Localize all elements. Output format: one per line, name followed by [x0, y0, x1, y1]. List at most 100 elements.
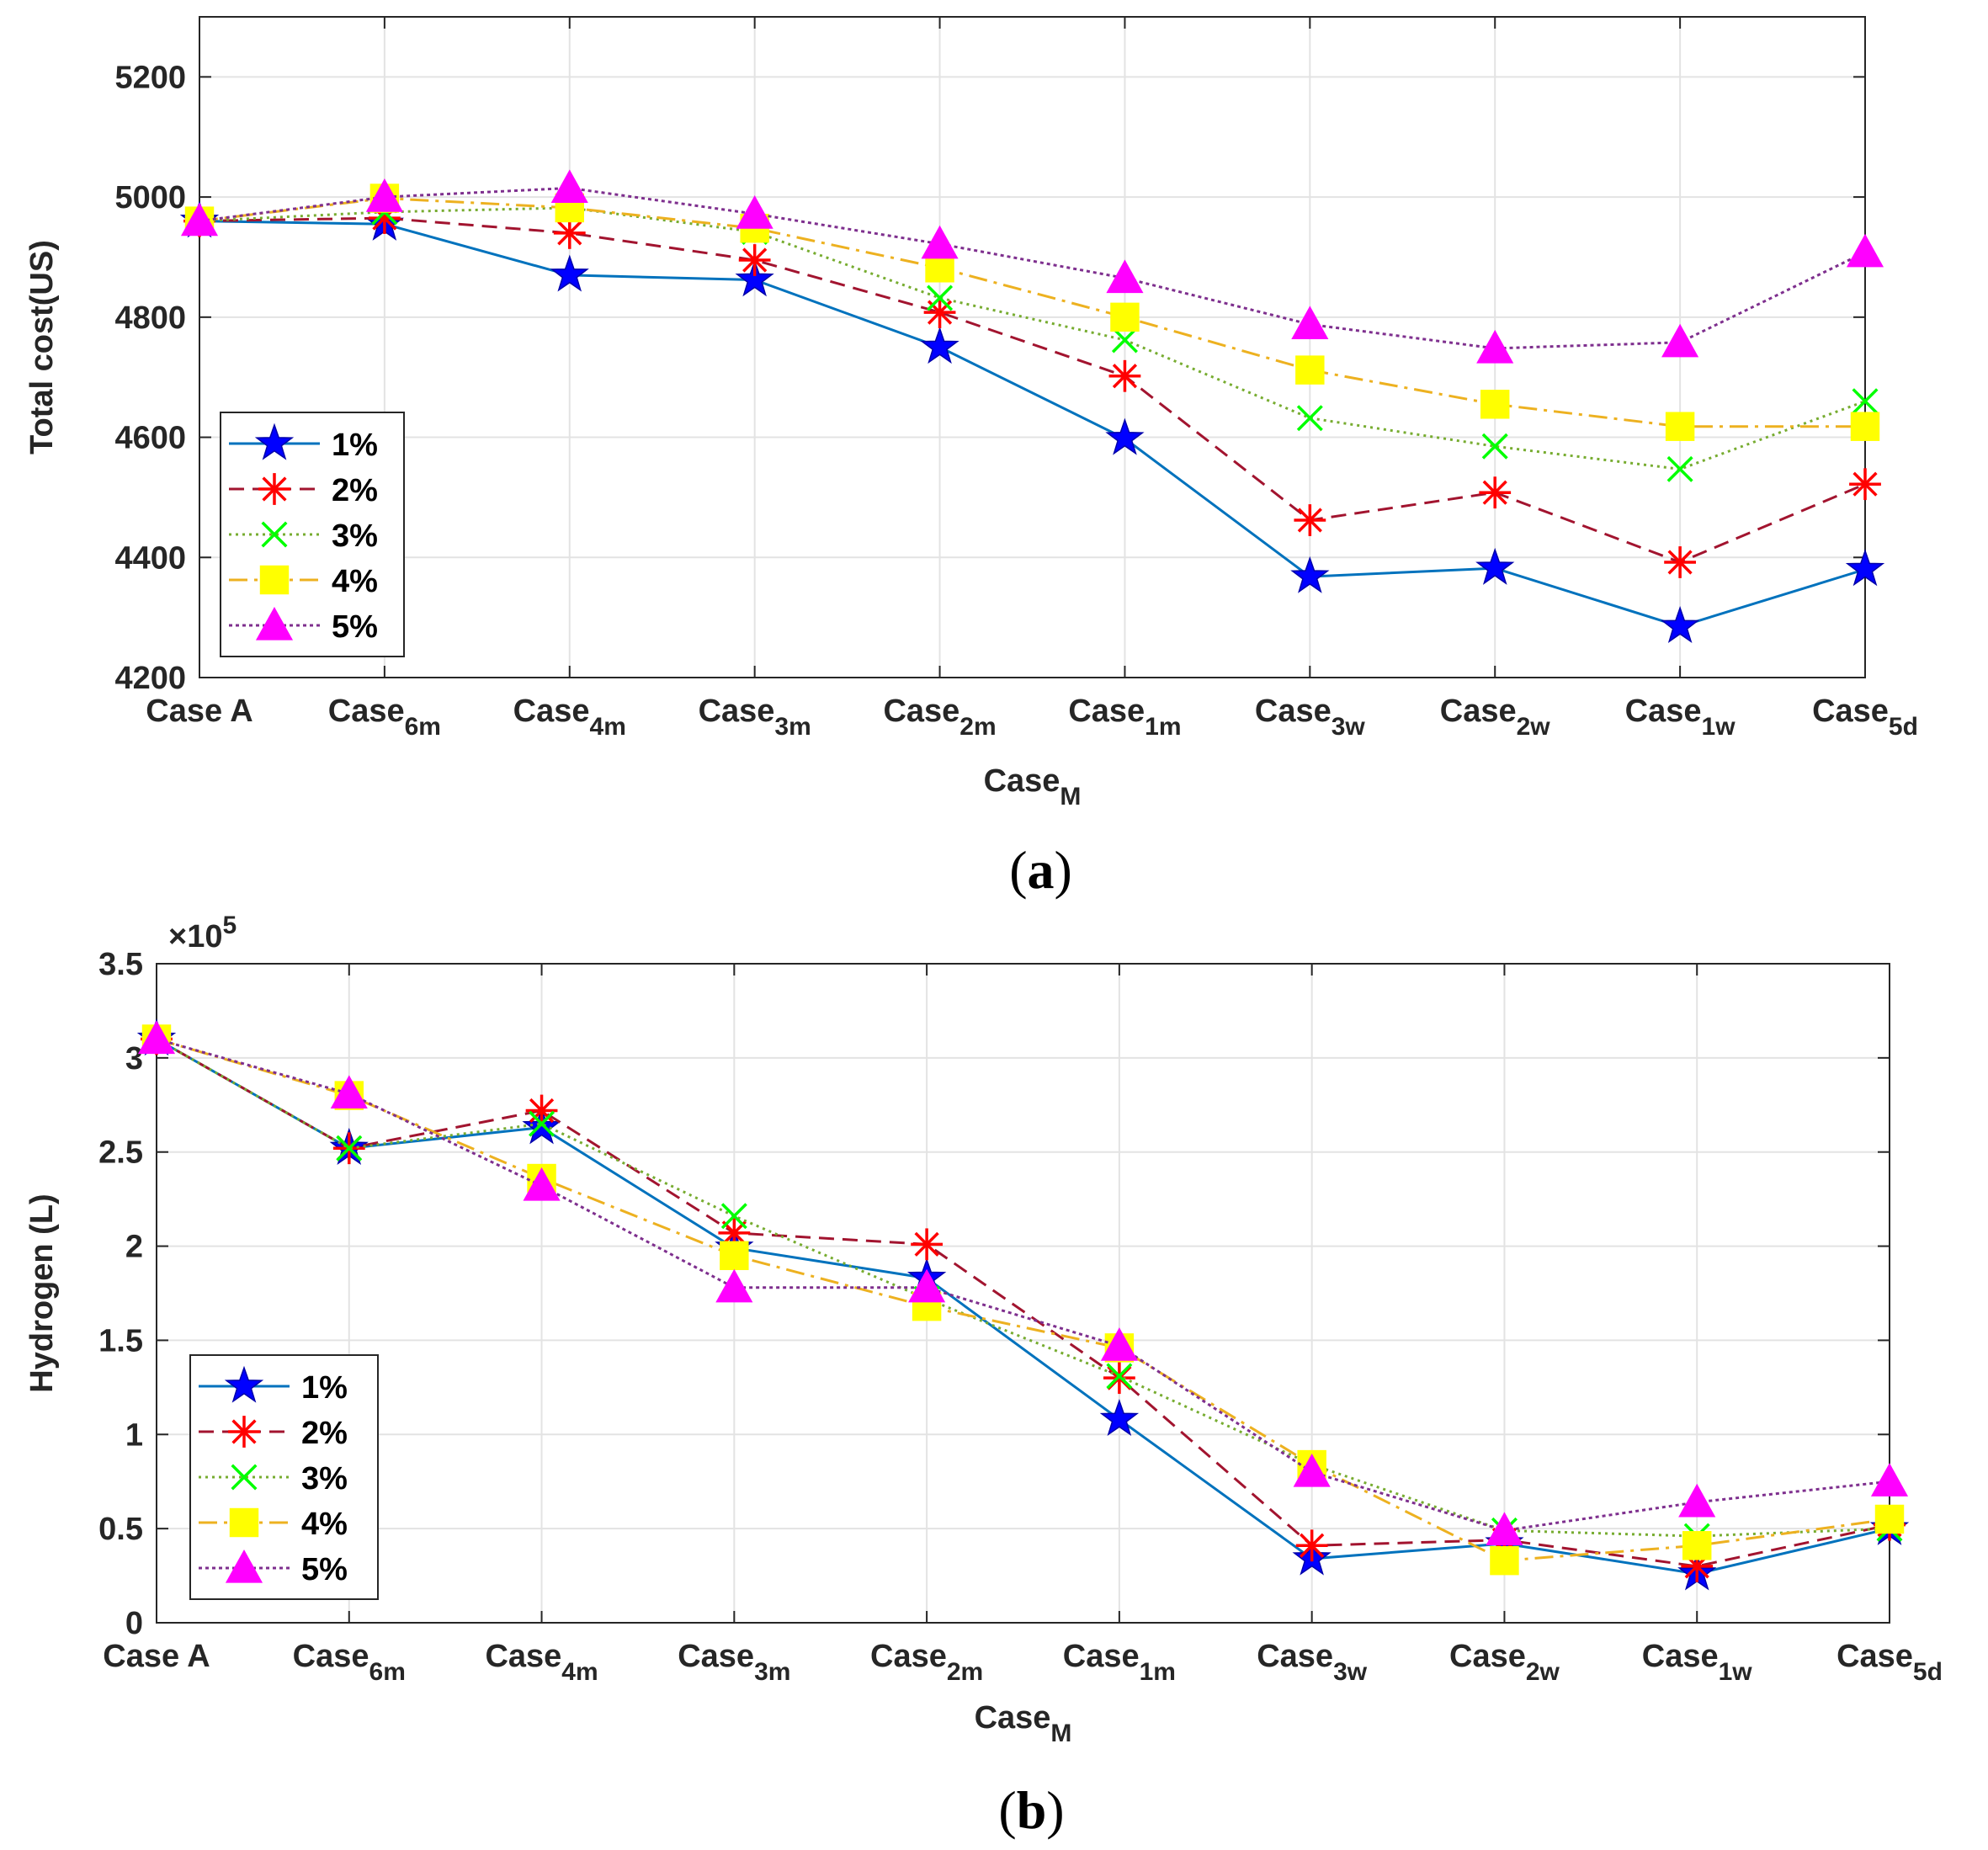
- series-line: [156, 1038, 1890, 1538]
- data-point: [1678, 1483, 1716, 1518]
- data-point: [735, 259, 774, 297]
- plot-frame: [199, 16, 1866, 678]
- legend-marker: [259, 565, 290, 595]
- x-tick-label: Case3w: [1255, 694, 1366, 741]
- legend-marker: [255, 606, 294, 641]
- x-tick-label: Case4m: [513, 694, 626, 741]
- y-tick-label: 4200: [114, 661, 186, 696]
- legend-label: 3%: [301, 1461, 348, 1496]
- data-point: [550, 169, 588, 204]
- data-point: [180, 202, 219, 237]
- x-tick-label: Case5d: [1812, 694, 1918, 741]
- data-point: [1105, 417, 1145, 455]
- data-point: [1293, 1453, 1331, 1487]
- chart-a: 4200 4400 4600 4800 5000 5200 Case A Case6m Case…: [24, 16, 1918, 900]
- legend-label: 4%: [301, 1507, 348, 1542]
- data-point: [920, 327, 959, 364]
- legend-label: 1%: [301, 1370, 348, 1406]
- plot-area: [157, 964, 1890, 1623]
- data-point: [1291, 306, 1329, 340]
- data-point: [738, 244, 771, 276]
- y-tick-label: 1.5: [98, 1323, 143, 1358]
- series-5pct: [180, 169, 1884, 364]
- data-point: [1664, 546, 1697, 578]
- y-tick-label: 4600: [114, 421, 186, 456]
- y-tick-label: 2.5: [98, 1135, 143, 1171]
- legend-marker: [231, 1464, 258, 1491]
- data-point: [1110, 302, 1140, 332]
- y-tick-label: 0.5: [98, 1512, 143, 1547]
- chart-b: 0 0.5 1 1.5 2 2.5 3 3.5 Case A Case6m Case4m Case3m…: [24, 912, 1943, 1840]
- data-point: [715, 1268, 753, 1303]
- series-line: [199, 186, 1866, 350]
- legend-marker: [261, 521, 288, 548]
- data-point: [908, 1268, 946, 1303]
- x-tick-label: Case2w: [1449, 1639, 1560, 1686]
- data-point: [550, 254, 589, 292]
- y-axis-label: Total cost(US): [24, 240, 60, 455]
- data-point: [529, 1110, 555, 1137]
- x-tick-label: Case A: [103, 1639, 210, 1674]
- x-tick-label: Case6m: [328, 694, 441, 741]
- data-point: [1870, 1463, 1909, 1496]
- data-point: [1099, 1399, 1140, 1437]
- data-point: [1849, 468, 1881, 501]
- legend-marker: [224, 1365, 264, 1403]
- legend: 1% 2% 3% 4% 5%: [189, 1354, 379, 1600]
- plot-area: [199, 17, 1865, 678]
- data-point: [736, 195, 773, 229]
- legend-label: 5%: [301, 1552, 348, 1587]
- data-point: [1682, 1531, 1712, 1560]
- data-point: [1490, 1545, 1519, 1576]
- data-point: [1296, 405, 1323, 432]
- legend: 1% 2% 3% 4% 5%: [220, 412, 405, 657]
- series-line: [156, 1038, 1890, 1576]
- data-point: [1850, 412, 1880, 441]
- x-tick-label: Case1w: [1642, 1639, 1753, 1686]
- y-tick-label: 2: [125, 1230, 143, 1265]
- data-point: [1295, 355, 1325, 385]
- data-point: [923, 296, 956, 329]
- x-tick-label: Case1m: [1063, 1639, 1176, 1686]
- x-tick-label: Case3m: [678, 1639, 790, 1686]
- data-point: [1481, 433, 1508, 460]
- x-tick-label: Case2w: [1440, 694, 1551, 741]
- legend-marker: [229, 1507, 259, 1538]
- legend-marker: [254, 423, 295, 460]
- legend-label: 5%: [332, 609, 378, 645]
- x-tick-label: Case1w: [1625, 694, 1736, 741]
- legend-marker: [228, 1416, 260, 1448]
- series-line: [156, 1038, 1890, 1532]
- legend-label: 4%: [332, 564, 378, 599]
- data-point: [336, 1135, 363, 1162]
- x-tick-label: Case3w: [1257, 1639, 1368, 1686]
- data-point: [1476, 329, 1514, 364]
- data-point: [1874, 1504, 1905, 1534]
- y-exponent-label: ×105: [168, 912, 237, 954]
- data-point: [1665, 412, 1695, 441]
- legend-label: 2%: [301, 1416, 348, 1451]
- data-point: [911, 1228, 944, 1261]
- data-point: [720, 1241, 749, 1270]
- data-point: [1108, 359, 1141, 392]
- data-point: [553, 217, 586, 249]
- data-point: [1111, 327, 1138, 354]
- plot-frame: [156, 963, 1890, 1624]
- y-tick-label: 1: [125, 1417, 143, 1453]
- series-line: [199, 206, 1866, 470]
- y-tick-label: 5200: [114, 60, 186, 95]
- x-axis-label: CaseM: [984, 763, 1082, 811]
- legend-marker: [225, 1549, 263, 1583]
- data-point: [921, 225, 959, 259]
- series-line: [199, 216, 1866, 564]
- series-line: [199, 220, 1866, 628]
- legend-label: 3%: [332, 518, 378, 554]
- data-point: [1666, 455, 1693, 482]
- y-tick-label: 3.5: [98, 947, 143, 982]
- panel-label: (b): [998, 1780, 1064, 1840]
- data-point: [1475, 547, 1515, 585]
- series-line: [156, 1038, 1890, 1568]
- data-point: [1479, 476, 1512, 509]
- data-point: [330, 1075, 368, 1109]
